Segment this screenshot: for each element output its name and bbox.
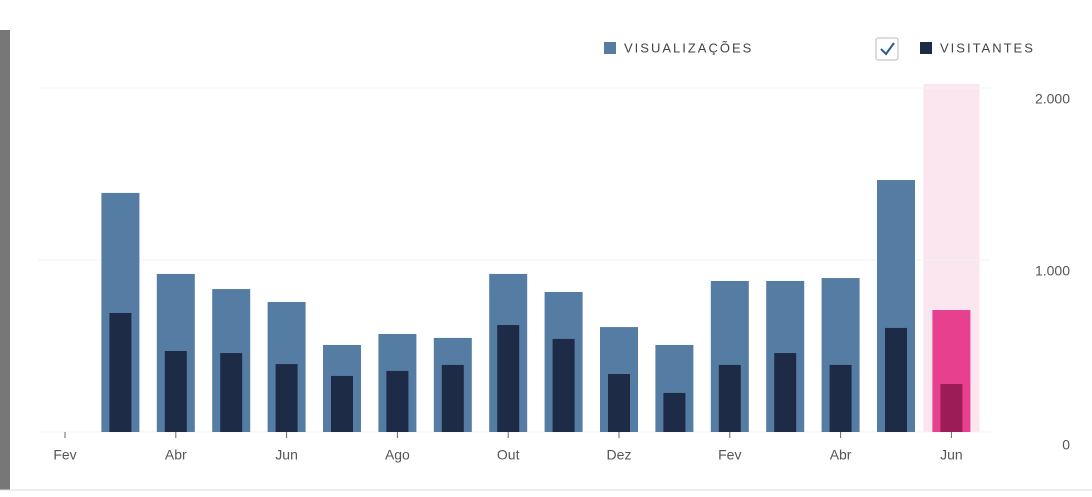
x-tick-label: Dez (607, 447, 632, 463)
legend-swatch (920, 42, 932, 54)
visitors-bar (331, 375, 353, 432)
visitors-bar (885, 327, 907, 432)
visitors-bar (497, 325, 520, 432)
visitors-bar (663, 392, 686, 432)
visitors-bar (940, 384, 963, 432)
legend-checkbox[interactable] (875, 37, 899, 61)
legend-swatch (604, 42, 616, 54)
checkmark (880, 42, 895, 56)
x-tick-label: Jun (275, 447, 298, 463)
visitors-bar (552, 338, 575, 432)
x-tick-label: Jun (940, 447, 963, 463)
x-tick-label: Fev (718, 447, 741, 463)
visitors-bar (718, 364, 741, 432)
y-tick-label: 2.000 (1035, 91, 1070, 107)
x-tick-label: Out (497, 447, 520, 463)
legend-label: VISUALIZAÇÕES (624, 40, 753, 55)
visitors-bar (608, 374, 630, 432)
visitors-bar (441, 364, 464, 432)
x-tick-label: Abr (165, 447, 187, 463)
frame-edge (0, 30, 10, 490)
visitors-bar (164, 350, 187, 432)
x-tick-label: Fev (53, 447, 76, 463)
visitors-bar (275, 364, 298, 432)
visitors-bar (774, 353, 797, 432)
x-tick-label: Abr (830, 447, 852, 463)
legend-label: VISITANTES (940, 40, 1035, 55)
y-tick-label: 0 (1062, 437, 1070, 453)
y-tick-label: 1.000 (1035, 263, 1070, 279)
visitors-bar (220, 353, 243, 432)
visitors-bar (829, 364, 852, 432)
x-tick-label: Ago (385, 447, 410, 463)
visitors-bar (386, 370, 409, 432)
visitors-bar (109, 312, 132, 432)
